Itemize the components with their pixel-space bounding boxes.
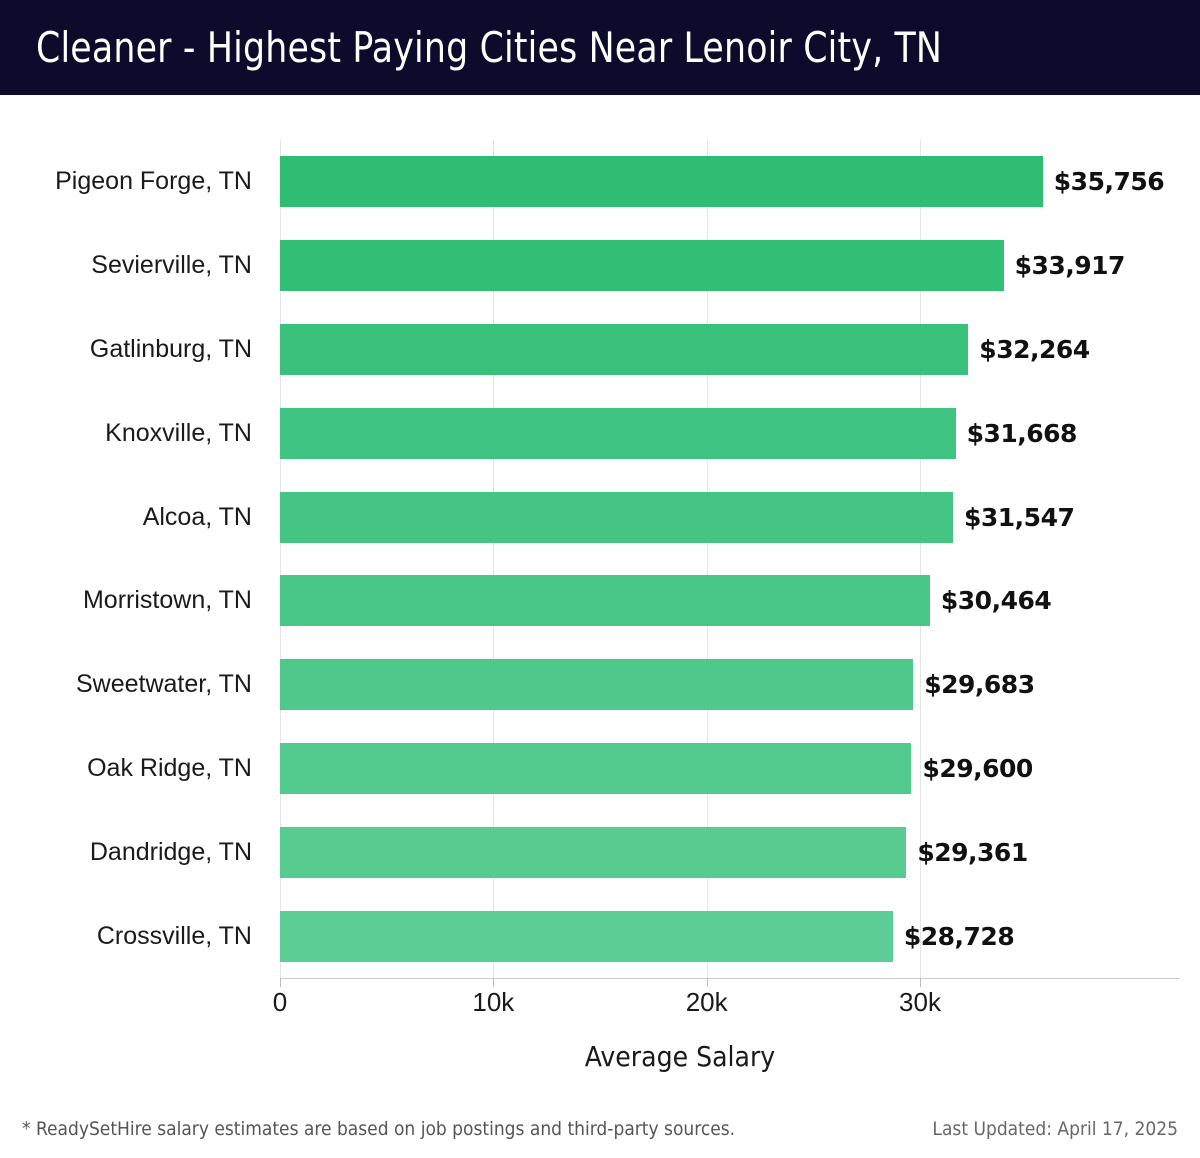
y-axis-label: Crossville, TN [96,921,252,950]
bar-value-label: $35,756 [1053,167,1165,197]
y-axis-label: Knoxville, TN [105,418,252,447]
x-tick-mark [493,978,495,987]
chart-header: Cleaner - Highest Paying Cities Near Len… [0,0,1200,95]
bar-row[interactable]: $29,600 [280,727,1180,811]
y-axis-label: Morristown, TN [82,586,252,615]
x-tick-label: 20k [685,987,728,1017]
y-axis-label: Sevierville, TN [91,251,252,280]
y-axis-label: Sweetwater, TN [75,670,252,699]
x-tick-label: 10k [472,987,515,1017]
y-axis-label: Pigeon Forge, TN [55,167,252,196]
x-tick-mark [280,978,281,987]
gridline-20k [706,140,708,978]
x-tick-label: 30k [899,987,941,1017]
bar-value-label: $30,464 [940,586,1052,616]
plot-area: $35,756 $33,917 $32,264 $31,668 $31,547 $30,4… [280,140,1180,978]
bar-value-label: $29,683 [924,670,1035,700]
bar-row[interactable]: $32,264 [280,308,1180,392]
bar-value-label: $31,668 [966,418,1078,448]
bar-row[interactable]: $28,728 [280,894,1180,978]
bar[interactable] [280,407,956,459]
x-tick-mark [706,978,708,987]
bar[interactable] [280,826,907,878]
y-axis-label: Gatlinburg, TN [89,334,252,363]
footer-disclaimer: * ReadySetHire salary estimates are base… [22,1118,736,1140]
bar-value-label: $32,264 [979,334,1090,364]
y-axis-label: Alcoa, TN [142,502,252,531]
bar[interactable] [280,575,930,627]
y-axis-label: Dandridge, TN [89,837,252,866]
bar-row[interactable]: $33,917 [280,224,1180,308]
gridline-30k [920,140,921,978]
bar[interactable] [280,742,912,794]
bar-value-label: $29,600 [922,753,1033,783]
footer-last-updated: Last Updated: April 17, 2025 [932,1118,1178,1140]
bar-row[interactable]: $31,668 [280,391,1180,475]
y-axis-label: Oak Ridge, TN [87,753,252,782]
chart-canvas: Pigeon Forge, TN Sevierville, TN Gatlinbur… [0,95,1200,1095]
bar-row[interactable]: $29,683 [280,643,1180,727]
bar[interactable] [280,659,914,711]
x-tick-mark [920,978,921,987]
bar-row[interactable]: $30,464 [280,559,1180,643]
bar-value-label: $28,728 [903,921,1015,951]
bar[interactable] [280,156,1043,208]
x-axis-title: Average Salary [584,1040,776,1073]
bar-row[interactable]: $29,361 [280,810,1180,894]
bar-value-label: $33,917 [1014,251,1126,281]
bar[interactable] [280,323,969,375]
chart-footer: * ReadySetHire salary estimates are base… [0,1100,1200,1158]
gridline-10k [493,140,495,978]
bar-row[interactable]: $35,756 [280,140,1180,224]
bar[interactable] [280,491,953,543]
gridline-0 [280,140,281,978]
bar[interactable] [280,240,1004,292]
x-axis-line [280,978,1180,979]
bar-value-label: $31,547 [964,502,1075,532]
bar[interactable] [280,910,893,962]
y-axis-labels: Pigeon Forge, TN Sevierville, TN Gatlinbur… [0,140,266,978]
page-title: Cleaner - Highest Paying Cities Near Len… [36,23,943,72]
bar-row[interactable]: $31,547 [280,475,1180,559]
bar-value-label: $29,361 [917,837,1028,867]
x-tick-label: 0 [272,987,288,1017]
